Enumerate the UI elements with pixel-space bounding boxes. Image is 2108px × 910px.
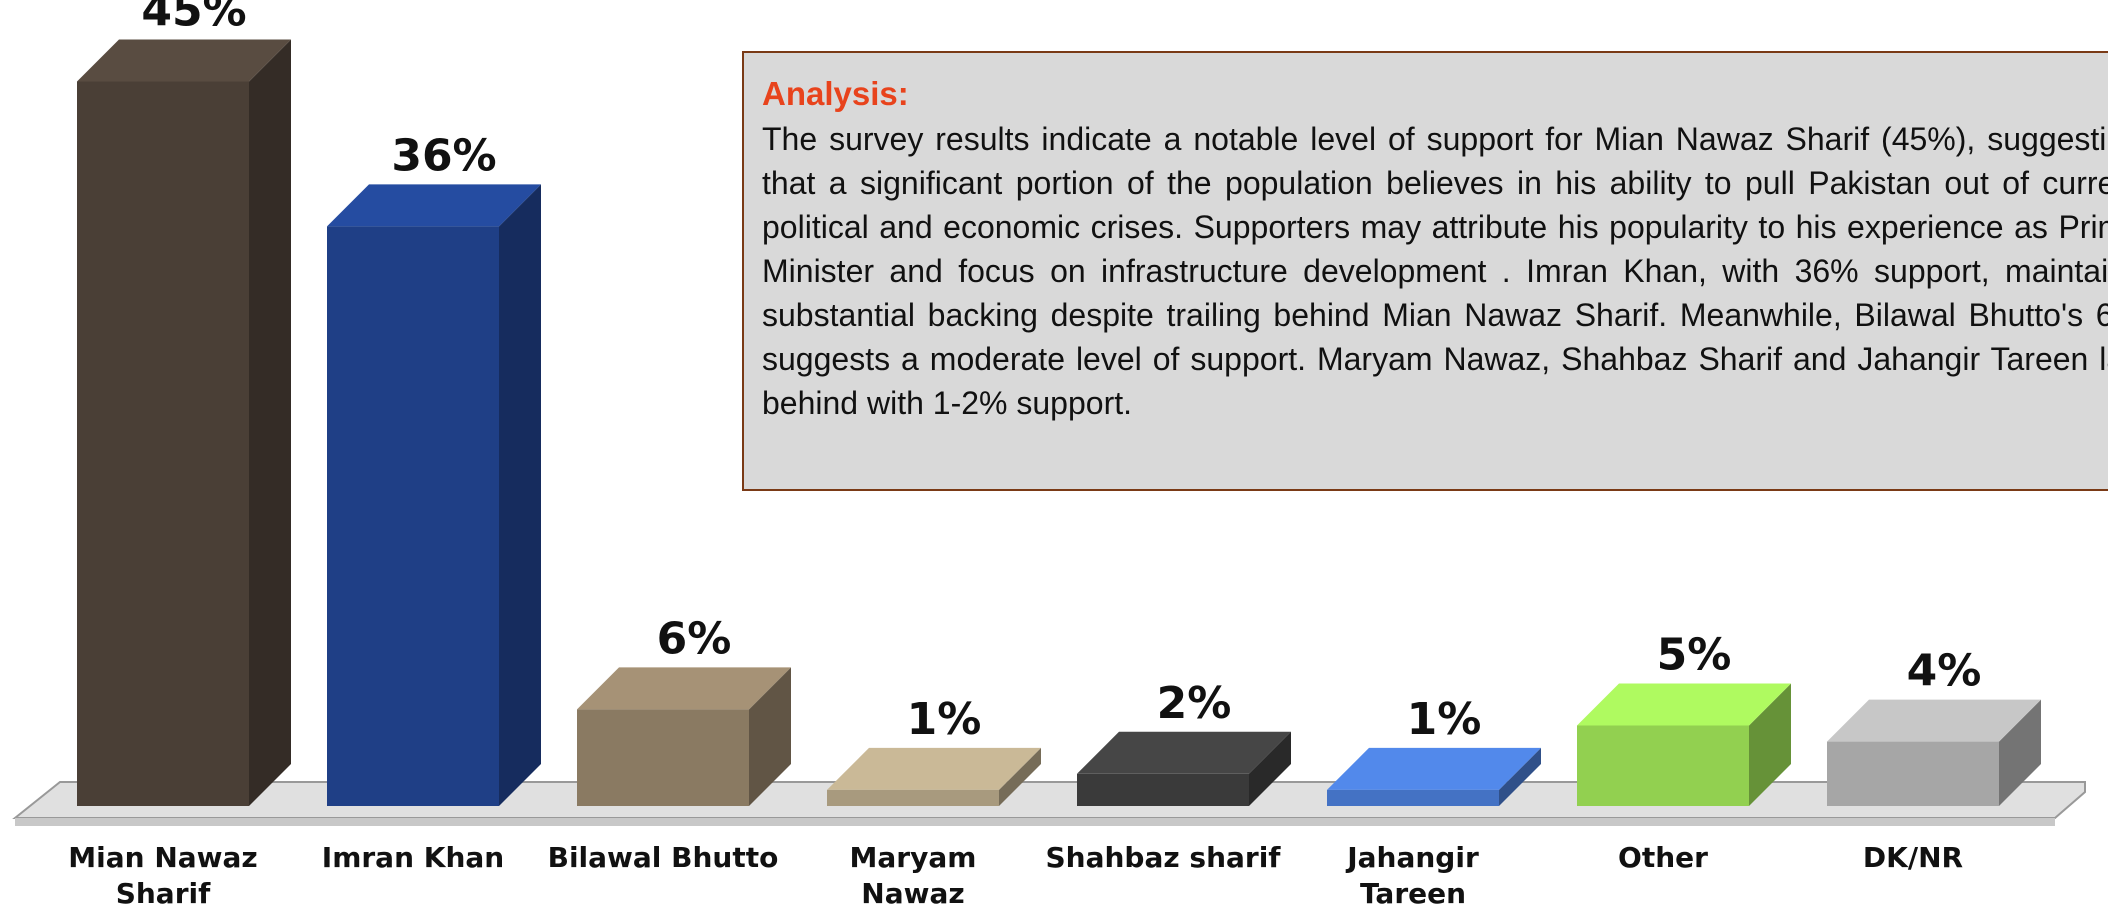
bar	[77, 81, 249, 806]
floor	[12, 781, 2086, 819]
analysis-title: Analysis:	[762, 75, 909, 112]
bar	[327, 226, 499, 806]
bar-side	[1999, 699, 2041, 806]
value-label: 1%	[1407, 694, 1482, 745]
bar	[1577, 725, 1749, 806]
value-label: 1%	[907, 694, 982, 745]
bar-top	[577, 667, 791, 710]
value-label: 36%	[391, 130, 496, 181]
bar	[577, 709, 749, 806]
x-tick-label: Bilawal Bhutto	[547, 841, 779, 874]
bar-side	[1499, 747, 1541, 806]
bar	[1327, 789, 1499, 806]
bar-side	[249, 39, 291, 806]
x-tick-label: DK/NR	[1862, 841, 1964, 874]
bar-side	[499, 184, 541, 806]
x-tick-label: Jahangir Tareen	[1347, 841, 1479, 910]
bar-side	[1749, 683, 1791, 806]
value-label: 5%	[1657, 630, 1732, 681]
x-tick-label: Imran Khan	[321, 841, 505, 874]
bar-side	[999, 747, 1041, 806]
analysis-text: The survey results indicate a notable le…	[762, 121, 2108, 421]
bar-side	[749, 667, 791, 806]
bar-side	[1249, 731, 1291, 806]
bar-top	[1577, 683, 1791, 726]
bar	[1077, 773, 1249, 806]
x-tick-label: Mian Nawaz Sharif	[68, 841, 258, 910]
x-tick-label: Maryam Nawaz	[849, 841, 977, 910]
analysis-box: Analysis: The survey results indicate a …	[742, 51, 2108, 491]
value-label: 6%	[657, 613, 732, 664]
bar-top	[1077, 731, 1291, 774]
x-tick-label: Shahbaz sharif	[1045, 841, 1281, 874]
bar-top	[1827, 699, 2041, 742]
floor-edge	[15, 818, 2055, 826]
value-label: 4%	[1907, 646, 1982, 697]
bar-top	[1327, 747, 1541, 790]
bar	[827, 789, 999, 806]
value-label: 2%	[1157, 678, 1232, 729]
value-label: 45%	[141, 0, 246, 37]
bar-top	[827, 747, 1041, 790]
bar-top	[327, 184, 541, 227]
bar-top	[77, 39, 291, 82]
bar	[1827, 741, 1999, 806]
x-tick-label: Other	[1618, 841, 1708, 874]
